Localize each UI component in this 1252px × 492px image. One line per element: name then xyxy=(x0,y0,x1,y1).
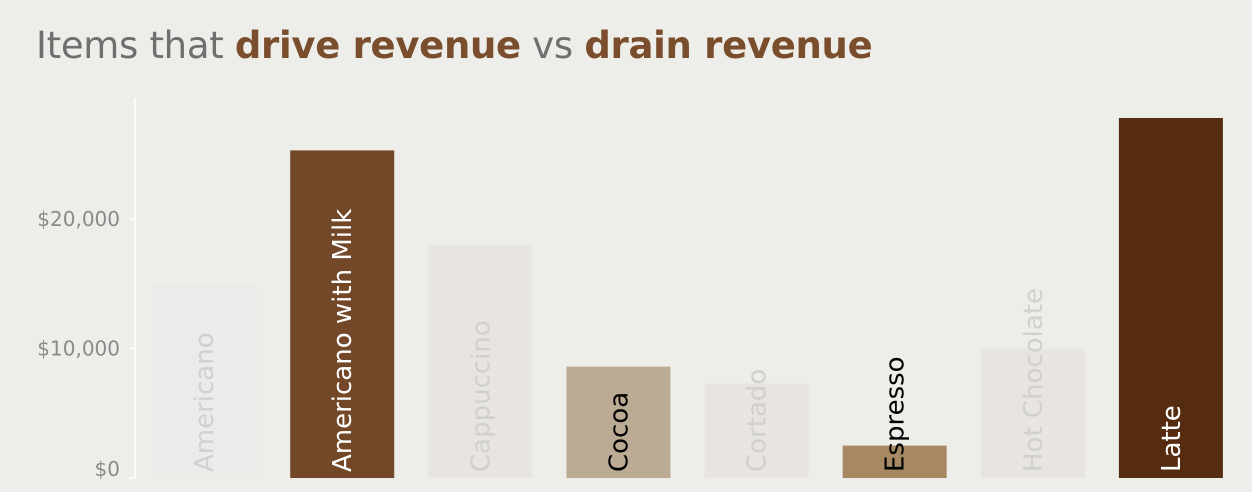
bar-label: Cocoa xyxy=(604,392,634,472)
bar xyxy=(704,383,809,478)
bar-label: Cortado xyxy=(743,369,773,472)
bar-label: Espresso xyxy=(881,356,911,472)
bar xyxy=(290,150,395,478)
chart-title: Items that drive revenue vs drain revenu… xyxy=(36,24,873,67)
bar xyxy=(1118,118,1223,478)
bar-label: Americano with Milk xyxy=(328,209,358,472)
title-part-1: Items that xyxy=(36,24,235,67)
title-part-3: vs xyxy=(520,24,585,67)
bar xyxy=(152,283,257,479)
bar-label: Cappuccino xyxy=(466,320,496,472)
title-drive-revenue: drive revenue xyxy=(234,24,521,67)
y-tick-label: $10,000 xyxy=(37,337,120,361)
bars: Americano Americano with Milk Cappuccino Co… xyxy=(152,118,1223,479)
y-axis: $0 $10,000 $20,000 xyxy=(37,98,136,481)
bar xyxy=(980,348,1085,478)
title-drain-revenue: drain revenue xyxy=(584,24,873,67)
bar-label: Latte xyxy=(1157,405,1187,472)
y-tick-label: $0 xyxy=(95,457,120,481)
bar xyxy=(566,366,671,478)
bar-label: Hot Chocolate xyxy=(1019,288,1049,472)
y-tick-label: $20,000 xyxy=(37,207,120,231)
bar xyxy=(842,445,947,478)
bar xyxy=(428,244,533,478)
bar-label: Americano xyxy=(190,332,220,472)
